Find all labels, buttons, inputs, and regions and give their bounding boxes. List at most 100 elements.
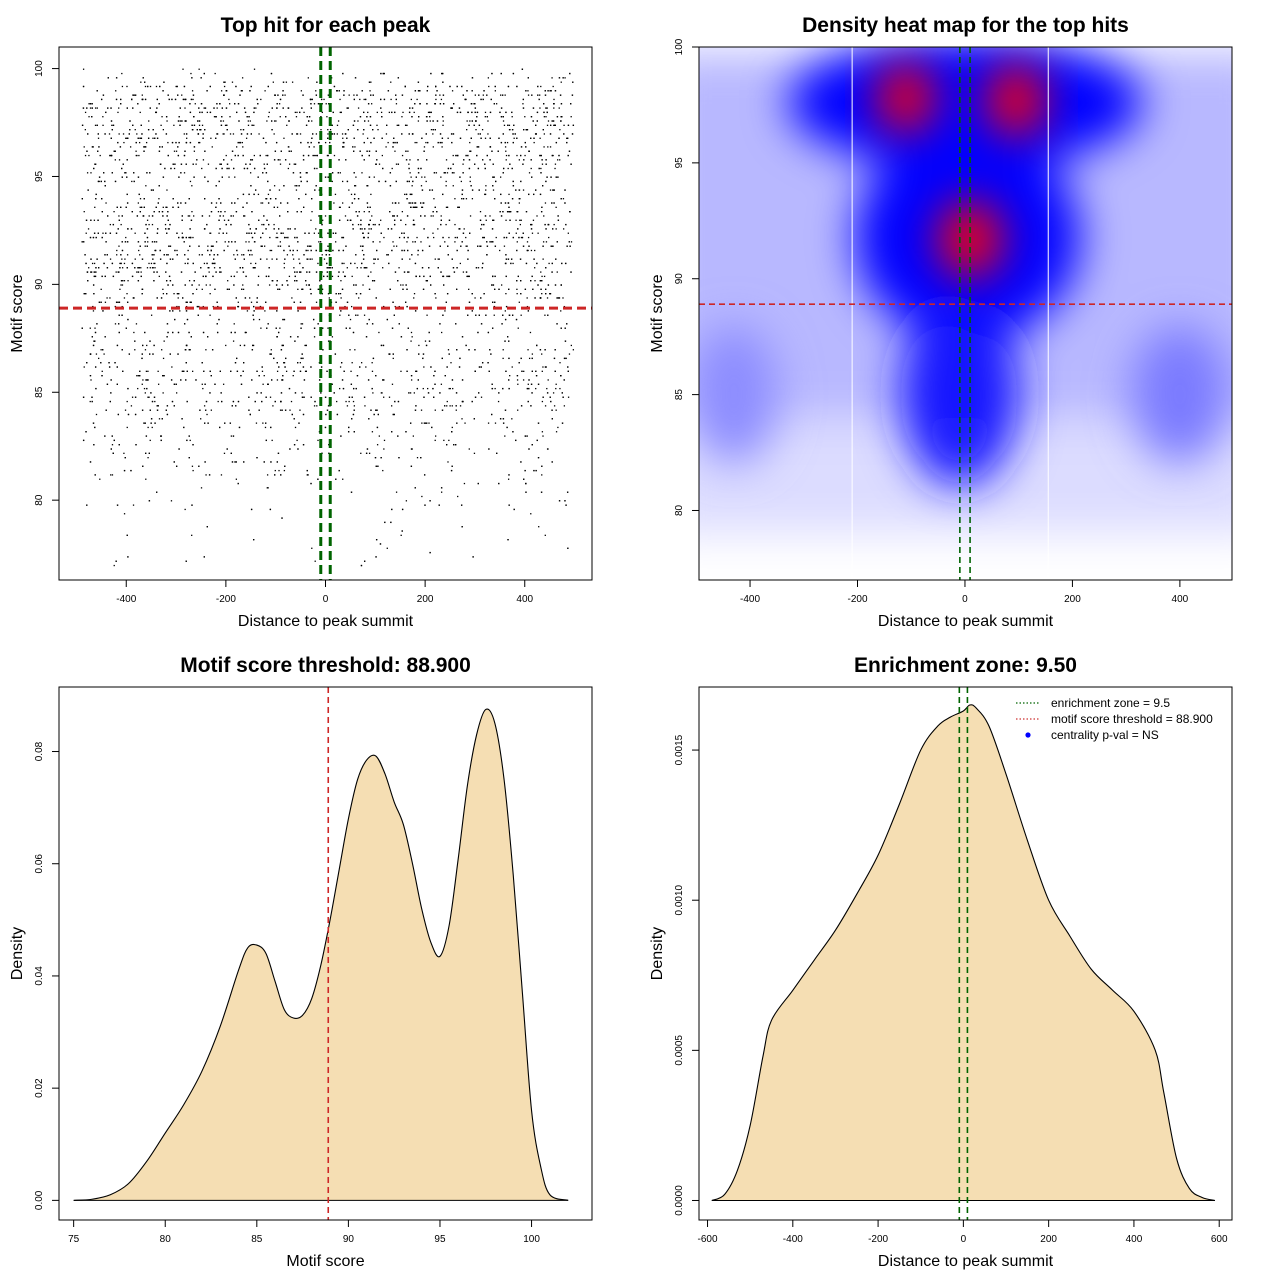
scatter-point bbox=[213, 116, 216, 118]
scatter-point bbox=[378, 223, 380, 226]
scatter-point bbox=[537, 284, 539, 286]
scatter-point bbox=[564, 500, 566, 502]
scatter-point bbox=[344, 275, 346, 278]
scatter-point bbox=[359, 116, 362, 118]
scatter-point bbox=[460, 504, 463, 506]
scatter-point bbox=[360, 267, 362, 269]
scatter-point bbox=[236, 254, 239, 256]
scatter-point bbox=[261, 366, 263, 368]
scatter-point bbox=[526, 297, 528, 299]
scatter-point bbox=[421, 176, 423, 178]
scatter-point bbox=[110, 474, 112, 476]
scatter-point bbox=[423, 146, 426, 148]
scatter-point bbox=[266, 258, 268, 260]
scatter-point bbox=[313, 327, 316, 329]
scatter-point bbox=[118, 444, 120, 446]
scatter-point bbox=[335, 241, 337, 243]
scatter-point bbox=[165, 293, 168, 295]
scatter-point bbox=[553, 107, 555, 109]
scatter-point bbox=[178, 305, 180, 308]
scatter-point bbox=[400, 534, 402, 536]
scatter-point bbox=[345, 159, 347, 161]
scatter-point bbox=[158, 275, 160, 278]
scatter-point bbox=[265, 172, 268, 174]
scatter-point bbox=[405, 150, 407, 152]
scatter-point bbox=[504, 146, 507, 148]
scatter-point bbox=[204, 107, 207, 109]
scatter-point bbox=[493, 305, 496, 308]
scatter-point bbox=[491, 413, 493, 416]
scatter-point bbox=[570, 116, 572, 118]
scatter-point bbox=[293, 444, 296, 446]
scatter-point bbox=[350, 491, 353, 493]
scatter-point bbox=[522, 98, 525, 101]
scatter-point bbox=[223, 159, 225, 161]
scatter-point bbox=[321, 254, 323, 256]
scatter-point bbox=[369, 90, 371, 92]
scatter-point bbox=[327, 94, 330, 96]
scatter-point bbox=[370, 193, 372, 196]
scatter-point bbox=[507, 85, 510, 88]
scatter-point bbox=[180, 202, 182, 204]
scatter-point bbox=[297, 288, 299, 290]
scatter-point bbox=[104, 435, 106, 437]
scatter-point bbox=[281, 379, 284, 381]
scatter-point bbox=[518, 198, 521, 200]
scatter-point bbox=[564, 262, 567, 265]
scatter-point bbox=[293, 301, 295, 303]
scatter-point bbox=[468, 288, 470, 290]
scatter-point bbox=[152, 258, 154, 260]
scatter-point bbox=[162, 215, 164, 217]
scatter-point bbox=[292, 172, 295, 174]
scatter-point bbox=[121, 72, 123, 75]
scatter-point bbox=[296, 111, 298, 114]
scatter-point bbox=[167, 94, 169, 96]
scatter-point bbox=[230, 331, 232, 334]
scatter-point bbox=[209, 392, 211, 394]
scatter-point bbox=[409, 258, 411, 260]
scatter-point bbox=[313, 336, 316, 338]
scatter-point bbox=[506, 336, 509, 338]
scatter-point bbox=[502, 167, 505, 170]
scatter-point bbox=[189, 111, 192, 114]
scatter-point bbox=[104, 185, 106, 187]
scatter-point bbox=[287, 107, 290, 109]
scatter-point bbox=[473, 452, 476, 454]
scatter-point bbox=[350, 262, 352, 265]
scatter-point bbox=[129, 146, 132, 148]
scatter-point bbox=[300, 180, 302, 183]
scatter-point bbox=[526, 435, 528, 437]
scatter-point bbox=[487, 133, 489, 135]
scatter-point bbox=[192, 236, 194, 239]
scatter-point bbox=[313, 103, 316, 105]
scatter-point bbox=[201, 254, 203, 256]
scatter-point bbox=[143, 387, 146, 390]
scatter-point bbox=[367, 379, 370, 381]
scatter-point bbox=[96, 323, 98, 325]
scatter-point bbox=[179, 107, 181, 109]
scatter-point bbox=[331, 275, 334, 278]
scatter-point bbox=[105, 202, 107, 204]
scatter-point bbox=[206, 90, 208, 92]
scatter-point bbox=[200, 487, 203, 489]
scatter-point bbox=[461, 336, 464, 338]
scatter-point bbox=[404, 124, 407, 126]
scatter-point bbox=[327, 232, 329, 234]
scatter-point bbox=[487, 331, 490, 334]
scatter-point bbox=[205, 284, 207, 286]
scatter-point bbox=[170, 167, 172, 170]
scatter-point bbox=[549, 189, 552, 191]
scatter-point bbox=[109, 232, 112, 234]
scatter-point bbox=[368, 452, 371, 454]
scatter-point bbox=[571, 133, 574, 135]
scatter-point bbox=[116, 504, 119, 506]
scatter-point bbox=[494, 275, 496, 278]
scatter-point bbox=[366, 185, 369, 187]
scatter-point bbox=[148, 120, 150, 122]
scatter-point bbox=[534, 133, 537, 135]
scatter-point bbox=[469, 176, 471, 178]
scatter-point bbox=[273, 120, 276, 122]
scatter-point bbox=[258, 409, 260, 411]
scatter-point bbox=[172, 206, 174, 208]
scatter-point bbox=[359, 245, 362, 247]
